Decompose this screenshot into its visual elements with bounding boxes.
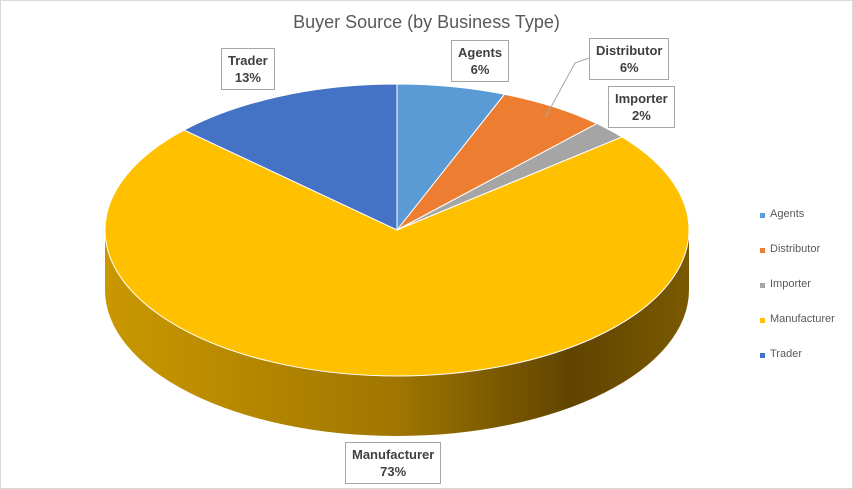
chart-title: Buyer Source (by Business Type) — [293, 12, 560, 32]
data-label-manufacturer: Manufacturer 73% — [345, 442, 442, 484]
data-label-category: Distributor — [596, 43, 663, 58]
data-label-category: Trader — [228, 53, 268, 68]
legend-label: Distributor — [770, 243, 821, 255]
legend-swatch — [760, 213, 765, 218]
legend-item-trader[interactable]: Trader — [760, 348, 835, 383]
data-label-value: 73% — [380, 464, 407, 479]
data-label-value: 2% — [631, 108, 651, 123]
data-label-agents: Agents 6% — [451, 40, 510, 82]
data-label-trader: Trader 13% — [221, 48, 275, 90]
legend-swatch — [760, 248, 765, 253]
legend-label: Agents — [770, 208, 805, 220]
data-label-distributor: Distributor 6% — [589, 38, 670, 80]
legend-swatch — [760, 283, 765, 288]
chart-legend: Agents Distributor Importer Manufacturer Tra… — [760, 208, 835, 383]
legend-item-agents[interactable]: Agents — [760, 208, 835, 243]
legend-label: Importer — [770, 278, 811, 290]
data-label-category: Agents — [458, 45, 503, 60]
leader-line-distributor — [544, 57, 590, 119]
data-label-category: Importer — [615, 91, 668, 106]
legend-swatch — [760, 353, 765, 358]
legend-swatch — [760, 318, 765, 323]
legend-item-importer[interactable]: Importer — [760, 278, 835, 313]
data-label-value: 6% — [470, 62, 490, 77]
legend-label: Trader — [770, 348, 802, 360]
data-label-importer: Importer 2% — [608, 86, 675, 128]
data-label-value: 13% — [234, 70, 261, 85]
pie-side-manufacturer — [105, 230, 689, 436]
pie-slice-manufacturer[interactable] — [104, 129, 690, 377]
legend-item-manufacturer[interactable]: Manufacturer — [760, 313, 835, 348]
legend-item-distributor[interactable]: Distributor — [760, 243, 835, 278]
pie-slice-trader[interactable] — [183, 83, 398, 231]
data-label-category: Manufacturer — [352, 447, 435, 462]
data-label-value: 6% — [619, 60, 639, 75]
legend-label: Manufacturer — [770, 313, 835, 325]
